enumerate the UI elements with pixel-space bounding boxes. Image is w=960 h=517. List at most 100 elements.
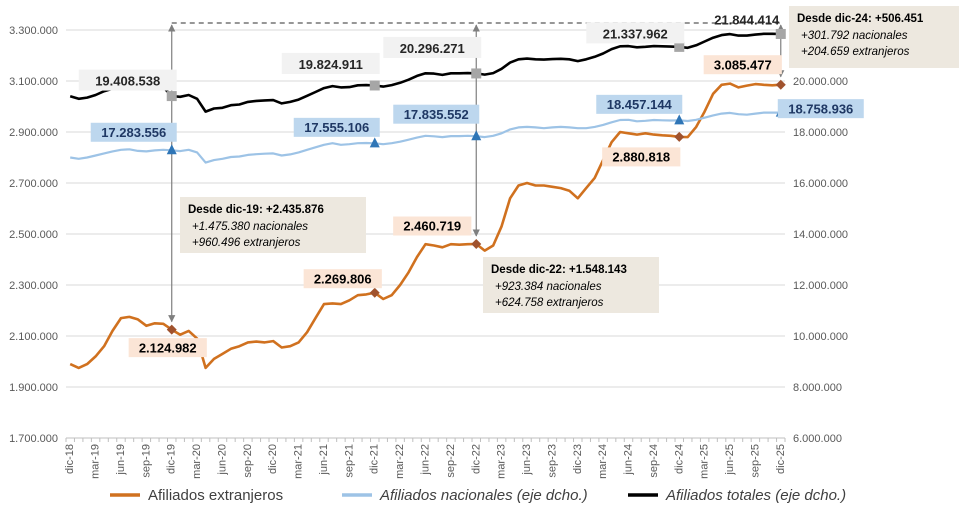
annotation-detail: +960.496 extranjeros — [192, 237, 301, 249]
point-marker — [471, 130, 482, 141]
data-label-box — [78, 69, 177, 91]
x-tick-label: jun-19 — [115, 444, 127, 476]
data-label: 21.844.414 — [714, 12, 780, 27]
x-tick-label: mar-24 — [597, 444, 609, 479]
data-label: 17.555.106 — [304, 120, 369, 135]
data-label: 2.880.818 — [612, 150, 670, 165]
annotation-detail: +923.384 nacionales — [495, 281, 602, 293]
data-label-box — [281, 52, 380, 74]
x-axis: dic-18 mar-19 jun-19 sep-19 dic-19 mar-20 jun-… — [64, 437, 787, 479]
x-tick-label: sep-19 — [140, 444, 152, 478]
data-label-box — [596, 94, 683, 114]
x-tick-label: mar-19 — [90, 444, 102, 479]
data-label-box — [293, 117, 380, 137]
y-right-tick-label: 8.000.000 — [793, 382, 842, 394]
y-left-tick-label: 3.100.000 — [9, 76, 58, 88]
x-tick-label: jun-24 — [623, 444, 635, 476]
x-tick-label: mar-23 — [496, 444, 508, 479]
point-marker — [674, 131, 685, 142]
x-tick-label: jun-20 — [216, 444, 228, 476]
annotation-detail: +624.758 extranjeros — [495, 297, 604, 309]
x-tick-label: mar-22 — [394, 444, 406, 479]
data-label-box — [303, 269, 382, 289]
right-axis: 6.000.000 8.000.000 10.000.000 12.000.000 14… — [793, 76, 848, 445]
point-marker — [471, 68, 482, 79]
series-lines — [69, 32, 781, 370]
data-label-box — [128, 338, 207, 358]
y-right-tick-label: 14.000.000 — [793, 229, 848, 241]
series-line — [70, 111, 781, 164]
data-label: 19.408.538 — [95, 73, 160, 88]
data-label: 2.269.806 — [314, 271, 372, 286]
x-tick-label: dic-20 — [267, 444, 279, 474]
data-label-box — [383, 36, 482, 58]
series-line — [69, 82, 781, 370]
x-tick-label: sep-25 — [749, 444, 761, 478]
markers — [166, 28, 786, 335]
y-left-tick-label: 2.900.000 — [9, 127, 58, 139]
point-marker — [674, 114, 685, 125]
data-label-box — [393, 104, 480, 124]
x-tick-label: dic-25 — [775, 444, 787, 474]
annotation-box — [180, 197, 366, 253]
x-tick-label: jun-25 — [724, 444, 736, 476]
annotation-detail: +301.792 nacionales — [801, 30, 908, 42]
point-marker — [775, 79, 786, 90]
y-right-tick-label: 6.000.000 — [793, 433, 842, 445]
point-marker — [369, 287, 380, 298]
data-label: 20.296.271 — [400, 41, 465, 56]
x-tick-label: sep-22 — [445, 444, 457, 478]
annotation-box — [789, 6, 959, 68]
annotation-title: Desde dic-22: +1.548.143 — [491, 264, 627, 276]
data-label: 21.337.962 — [603, 26, 668, 41]
y-right-tick-label: 12.000.000 — [793, 280, 848, 292]
data-label-box — [777, 99, 864, 119]
y-left-tick-label: 1.900.000 — [9, 382, 58, 394]
annotation-box — [483, 257, 659, 313]
point-marker — [775, 28, 786, 39]
annotation-detail: +1.475.380 nacionales — [192, 221, 308, 233]
x-tick-label: dic-23 — [572, 444, 584, 474]
data-label: 17.835.552 — [404, 107, 469, 122]
x-tick-label: jun-21 — [318, 444, 330, 476]
y-left-tick-label: 2.300.000 — [9, 280, 58, 292]
point-marker — [369, 80, 380, 91]
data-label: 3.085.477 — [714, 57, 772, 72]
x-tick-label: jun-22 — [420, 444, 432, 476]
point-marker — [166, 144, 177, 155]
data-label-box — [602, 147, 681, 167]
data-label: 19.824.911 — [299, 57, 363, 72]
left-axis: 1.700.000 1.900.000 2.100.000 2.300.000 2.50… — [9, 25, 58, 445]
data-label: 2.460.719 — [403, 219, 461, 234]
annotation-lines — [168, 22, 785, 323]
point-marker — [674, 41, 685, 52]
x-tick-label: mar-20 — [191, 444, 203, 479]
x-tick-label: dic-22 — [470, 444, 482, 474]
point-marker — [166, 324, 177, 335]
data-label: 17.283.556 — [101, 125, 166, 140]
annotation-detail: +204.659 extranjeros — [801, 46, 910, 58]
x-tick-label: dic-24 — [673, 444, 685, 474]
x-tick-label: dic-21 — [369, 444, 381, 474]
data-label-box — [703, 55, 782, 75]
point-marker — [166, 91, 177, 102]
annotations: Desde dic-19: +2.435.876 +1.475.380 nacio… — [180, 6, 959, 313]
x-tick-label: mar-21 — [293, 444, 305, 479]
legend-label: Afiliados extranjeros — [148, 487, 283, 504]
data-label: 18.457.144 — [607, 97, 673, 112]
y-right-tick-label: 16.000.000 — [793, 178, 848, 190]
data-label-box — [90, 122, 177, 142]
x-tick-label: sep-23 — [546, 444, 558, 478]
x-tick-label: sep-20 — [242, 444, 254, 478]
x-tick-label: sep-21 — [343, 444, 355, 478]
y-left-tick-label: 2.700.000 — [9, 178, 58, 190]
x-tick-label: mar-25 — [699, 444, 711, 479]
series-line — [69, 32, 781, 113]
x-tick-label: dic-18 — [64, 444, 76, 474]
data-label-box — [393, 216, 472, 236]
data-label: 2.124.982 — [139, 340, 197, 355]
annotation-title: Desde dic-19: +2.435.876 — [188, 204, 324, 216]
y-left-tick-label: 2.500.000 — [9, 229, 58, 241]
y-left-tick-label: 3.300.000 — [9, 25, 58, 37]
